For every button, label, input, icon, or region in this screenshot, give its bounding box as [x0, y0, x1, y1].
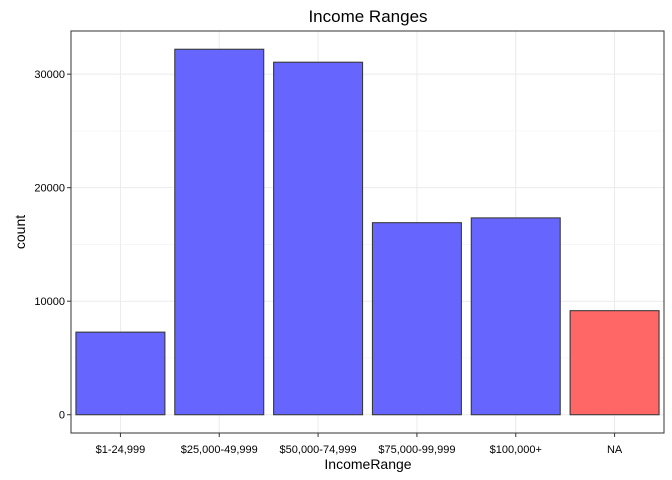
- y-tick-label: 10000: [34, 296, 65, 308]
- bar-4: [470, 217, 561, 416]
- y-tick-label: 20000: [34, 183, 65, 195]
- plot-area: 0 10000 20000 30000 $1-24,999 $25,000-49,999 $…: [34, 30, 665, 456]
- bar-2: [273, 61, 364, 416]
- plot-panel: [71, 31, 664, 433]
- bar-5: [569, 310, 660, 416]
- y-axis-title: count: [12, 215, 28, 249]
- x-tick-label: $75,000-99,999: [378, 444, 455, 456]
- x-tick-label: $25,000-49,999: [181, 444, 258, 456]
- plot-border: [70, 30, 665, 434]
- x-tick-label: NA: [607, 444, 623, 456]
- x-axis-title: IncomeRange: [324, 456, 411, 472]
- chart-title: Income Ranges: [308, 7, 427, 26]
- bar-3: [371, 222, 462, 416]
- x-tick-label: $100,000+: [490, 444, 542, 456]
- y-tick-label: 0: [59, 410, 65, 422]
- bar-0: [75, 331, 166, 416]
- y-tick-label: 30000: [34, 69, 65, 81]
- x-tick-label: $1-24,999: [96, 444, 146, 456]
- x-tick-label: $50,000-74,999: [280, 444, 357, 456]
- bar-1: [174, 48, 265, 416]
